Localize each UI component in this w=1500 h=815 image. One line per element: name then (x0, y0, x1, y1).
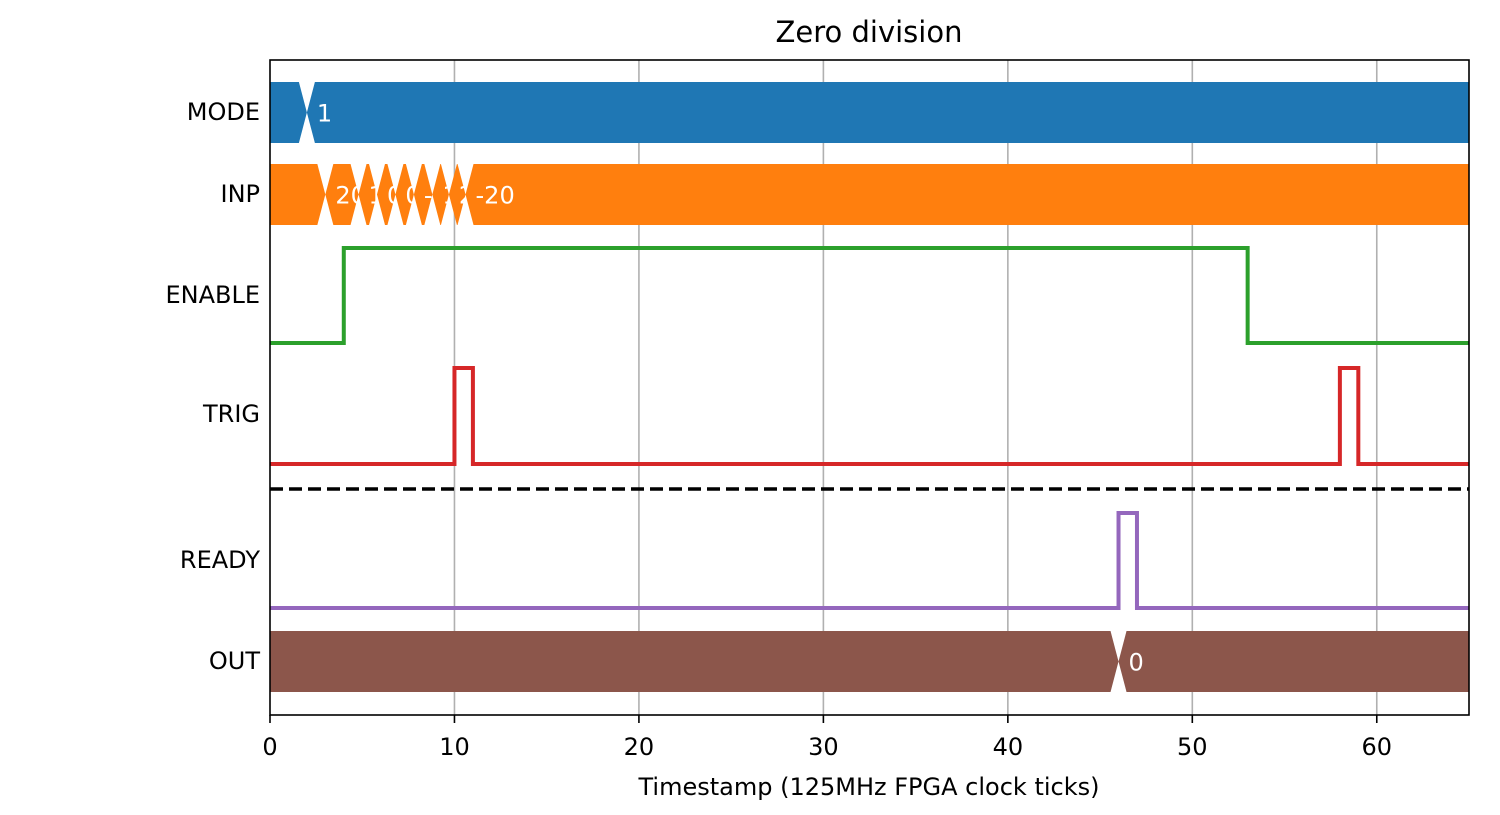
bit-trace-trig (270, 366, 1469, 466)
x-tick-label-50: 50 (1177, 733, 1208, 761)
bus-segment-inp-3 (376, 164, 396, 225)
signal-label-trig: TRIG (202, 400, 260, 428)
bus-segment-inp-1 (325, 164, 359, 225)
bus-segment-inp-2 (358, 164, 377, 225)
x-tick-label-0: 0 (262, 733, 277, 761)
signal-label-ready: READY (180, 546, 260, 574)
signal-names: MODE INP ENABLE TRIG READY OUT (165, 98, 260, 675)
x-tick-label-40: 40 (993, 733, 1024, 761)
bus-segment-mode-1 (306, 82, 1469, 143)
x-axis-label: Timestamp (125MHz FPGA clock ticks) (638, 773, 1100, 801)
bit-trace-ready (270, 511, 1469, 610)
bus-value-inp-8: -20 (476, 182, 515, 210)
signal-label-enable: ENABLE (165, 281, 260, 309)
bus-segment-inp-0 (270, 164, 326, 225)
bus-segment-mode-0 (270, 82, 307, 143)
x-axis-ticks: 0 10 20 30 40 50 60 (262, 715, 1392, 761)
signal-label-out: OUT (209, 647, 260, 675)
x-tick-label-10: 10 (439, 733, 470, 761)
bus-segment-inp-5 (413, 164, 433, 225)
plot-frame (269, 59, 1470, 716)
x-grid (453, 60, 1378, 715)
bus-segment-out-0 (270, 631, 1119, 692)
bus-segment-inp-8 (465, 164, 1469, 225)
bus-segment-inp-4 (395, 164, 414, 225)
bus-value-mode-1: 1 (317, 100, 332, 128)
bus-value-out-1: 0 (1129, 649, 1144, 677)
bus-segment-out-1 (1118, 631, 1469, 692)
x-tick-label-60: 60 (1361, 733, 1392, 761)
bus-segment-inp-7 (448, 164, 466, 225)
bit-trace-enable (270, 246, 1469, 345)
signal-label-mode: MODE (187, 98, 260, 126)
x-tick-label-30: 30 (808, 733, 839, 761)
signal-label-inp: INP (220, 180, 260, 208)
signal-traces: 1201000-512-200 (270, 82, 1469, 692)
chart-title: Zero division (776, 15, 963, 49)
bus-segment-inp-6 (432, 164, 449, 225)
x-tick-label-20: 20 (624, 733, 655, 761)
